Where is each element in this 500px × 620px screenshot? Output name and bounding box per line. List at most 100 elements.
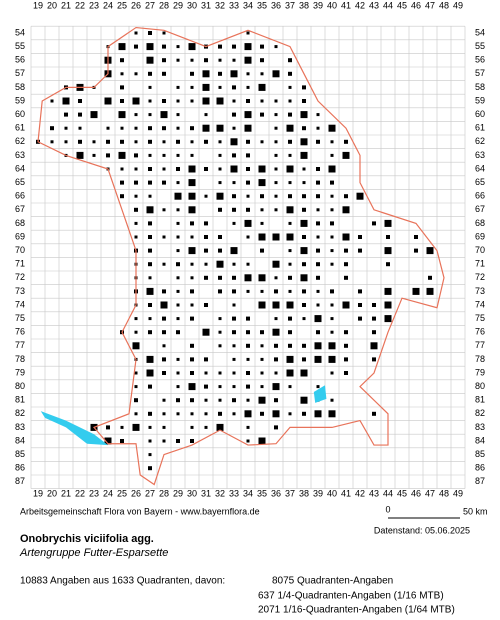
occurrence-dot — [120, 99, 124, 103]
row-label: 59 — [475, 95, 485, 105]
occurrence-dot — [218, 344, 222, 348]
occurrence-dot — [384, 287, 392, 295]
column-label: 48 — [439, 0, 449, 10]
occurrence-dot — [176, 45, 180, 49]
occurrence-dot — [328, 355, 336, 363]
occurrence-dot — [274, 289, 278, 294]
occurrence-dot — [120, 58, 124, 63]
column-label: 40 — [327, 0, 337, 10]
occurrence-dot — [176, 139, 180, 144]
occurrence-dot — [244, 274, 252, 282]
occurrence-dot — [288, 316, 292, 321]
occurrence-dot — [344, 371, 348, 375]
occurrence-dot — [176, 303, 180, 307]
occurrence-dot — [204, 303, 208, 307]
row-label: 85 — [475, 449, 485, 459]
occurrence-dot — [330, 330, 334, 334]
row-label: 79 — [15, 367, 25, 377]
occurrence-dot — [260, 344, 264, 348]
column-label: 45 — [397, 488, 407, 498]
occurrence-dot — [162, 208, 166, 212]
row-label: 70 — [475, 245, 485, 255]
credit: Arbeitsgemeinschaft Flora von Bayern - w… — [20, 506, 260, 516]
column-label: 45 — [397, 0, 407, 10]
row-label: 83 — [15, 422, 25, 432]
occurrence-dot — [384, 315, 392, 323]
occurrence-dot — [218, 153, 222, 157]
occurrence-dot — [300, 138, 308, 146]
occurrence-dot — [372, 316, 376, 321]
occurrence-dot — [274, 181, 278, 185]
occurrence-dot — [120, 425, 124, 429]
occurrence-dot — [148, 303, 152, 307]
column-label: 49 — [453, 488, 463, 498]
occurrence-dot — [148, 99, 152, 103]
occurrence-dot — [78, 126, 82, 130]
occurrence-dot — [218, 71, 222, 76]
column-label: 26 — [131, 0, 141, 10]
occurrence-dot — [190, 289, 194, 294]
column-label: 25 — [117, 0, 127, 10]
row-label: 76 — [475, 327, 485, 337]
occurrence-dot — [162, 262, 166, 266]
occurrence-dot — [246, 153, 250, 158]
occurrence-dot — [50, 99, 54, 103]
row-label: 83 — [475, 422, 485, 432]
column-label: 37 — [285, 0, 295, 10]
species-name: Onobrychis viciifolia agg. — [20, 533, 154, 545]
occurrence-dot — [216, 97, 224, 105]
occurrence-dot — [162, 371, 166, 375]
occurrence-dot — [216, 423, 224, 431]
occurrence-dot — [260, 58, 264, 63]
occurrence-dot — [260, 385, 264, 389]
occurrence-dot — [148, 167, 152, 171]
occurrence-dot — [148, 126, 152, 131]
occurrence-dot — [134, 207, 138, 212]
column-label: 34 — [243, 0, 253, 10]
row-label: 57 — [475, 68, 485, 78]
occurrence-dot — [134, 153, 138, 158]
occurrence-dot — [134, 330, 138, 334]
occurrence-dot — [286, 206, 294, 214]
occurrence-dot — [162, 71, 166, 76]
occurrence-dot — [104, 437, 112, 445]
occurrence-dot — [288, 221, 292, 225]
occurrence-dot — [134, 126, 138, 130]
occurrence-dot — [274, 167, 278, 171]
occurrence-dot — [274, 398, 278, 403]
occurrence-dot — [316, 275, 320, 280]
occurrence-dot — [148, 153, 152, 157]
occurrence-dot — [176, 181, 180, 185]
column-label: 42 — [355, 0, 365, 10]
occurrence-dot — [120, 126, 124, 130]
occurrence-dot — [162, 180, 166, 185]
occurrence-dot — [414, 235, 418, 239]
occurrence-dot — [288, 330, 292, 335]
column-label: 32 — [215, 488, 225, 498]
occurrence-dot — [190, 316, 194, 321]
occurrence-dot — [246, 439, 250, 443]
column-label: 38 — [299, 488, 309, 498]
row-label: 82 — [15, 408, 25, 418]
occurrence-dot — [330, 371, 334, 375]
row-label: 67 — [475, 204, 485, 214]
occurrence-dot — [274, 153, 278, 157]
row-label: 56 — [15, 55, 25, 65]
lake — [313, 385, 327, 403]
occurrence-dot — [218, 207, 222, 212]
occurrence-dot — [176, 385, 180, 389]
occurrence-dot — [78, 99, 82, 103]
row-label: 74 — [15, 299, 25, 309]
occurrence-dot — [288, 275, 292, 280]
column-label: 31 — [201, 488, 211, 498]
occurrence-dot — [176, 357, 180, 361]
occurrence-dot — [316, 303, 320, 307]
column-label: 28 — [159, 488, 169, 498]
occurrence-dot — [288, 112, 292, 117]
occurrence-dot — [344, 343, 348, 348]
occurrence-dot — [190, 235, 194, 239]
occurrence-dot — [342, 206, 350, 214]
occurrence-dot — [134, 167, 138, 171]
occurrence-dot — [204, 275, 208, 280]
occurrence-dot — [132, 342, 140, 350]
